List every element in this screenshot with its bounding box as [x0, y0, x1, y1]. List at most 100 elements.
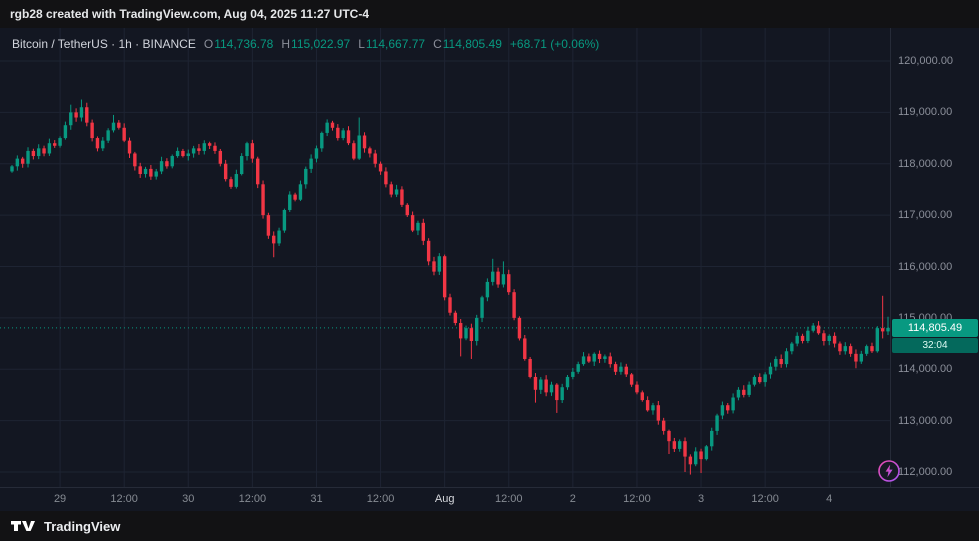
- candle: [742, 389, 746, 395]
- candle: [111, 122, 116, 131]
- time-axis[interactable]: 29 12:00 30 12:00 31 12:00 Aug 12:00 2 12:00 3 12:0…: [0, 487, 979, 511]
- candle: [784, 351, 789, 365]
- candle: [175, 150, 180, 157]
- candle: [58, 138, 62, 146]
- time-tick-label: 12:00: [751, 493, 779, 505]
- candle: [442, 256, 447, 298]
- candle: [378, 163, 383, 172]
- candle: [437, 256, 442, 272]
- candle: [800, 335, 805, 341]
- candle: [352, 143, 356, 159]
- candle: [20, 158, 25, 164]
- time-tick-label: 12:00: [623, 493, 651, 505]
- candle: [864, 346, 869, 354]
- candle: [165, 161, 169, 167]
- candle: [245, 143, 249, 157]
- price-axis[interactable]: 120,000.00 119,000.00 118,000.00 117,000.00…: [890, 28, 979, 487]
- candle: [320, 132, 324, 149]
- candle: [389, 184, 393, 195]
- candle: [795, 335, 799, 344]
- candle: [699, 451, 703, 460]
- candle: [362, 135, 367, 149]
- candle: [491, 271, 495, 282]
- candle: [405, 204, 409, 216]
- time-tick-label: 12:00: [238, 493, 267, 505]
- candle: [90, 122, 94, 139]
- candle: [106, 130, 110, 141]
- candle: [464, 328, 468, 339]
- last-price-label-group: 114,805.49 32:04: [892, 319, 978, 353]
- price-tick-label: 113,000.00: [898, 414, 953, 427]
- candle: [197, 148, 201, 151]
- candle: [608, 356, 612, 365]
- candle: [790, 343, 794, 352]
- candle: [661, 420, 666, 431]
- candle: [827, 335, 831, 341]
- candle: [261, 184, 265, 216]
- candle: [373, 153, 377, 164]
- candle: [207, 143, 212, 146]
- candle: [218, 150, 223, 164]
- candle: [774, 358, 778, 367]
- candle: [507, 274, 511, 293]
- candle: [629, 374, 634, 385]
- tradingview-logo[interactable]: [10, 518, 37, 534]
- attribution-text: rgb28 created with TradingView.com, Aug …: [10, 7, 370, 21]
- price-tick-label: 118,000.00: [898, 157, 953, 170]
- flash-icon-button[interactable]: [877, 459, 901, 483]
- candle: [656, 405, 661, 421]
- price-tick-label: 119,000.00: [898, 106, 953, 119]
- candle: [870, 346, 874, 352]
- candle: [485, 281, 490, 298]
- candle: [31, 150, 36, 157]
- candle: [603, 356, 607, 359]
- candle: [394, 189, 399, 195]
- candle: [469, 328, 474, 341]
- last-price-badge: 114,805.49: [892, 319, 978, 337]
- candle: [53, 143, 57, 146]
- candle: [341, 130, 345, 139]
- time-tick-label: 29: [53, 493, 67, 505]
- time-tick-label: Aug: [434, 493, 455, 505]
- candle: [453, 312, 458, 324]
- candle: [715, 415, 719, 431]
- candle: [694, 451, 698, 465]
- candle: [704, 446, 709, 460]
- price-tick-label: 120,000.00: [898, 55, 954, 67]
- candle: [838, 343, 842, 352]
- candle: [571, 371, 575, 377]
- price-tick-label: 114,000.00: [898, 363, 953, 376]
- candle: [763, 374, 767, 383]
- candle: [475, 317, 479, 341]
- candle: [69, 112, 73, 126]
- candle: [726, 405, 730, 411]
- price-change: +68.71 (+0.06%): [509, 37, 600, 51]
- time-tick-label: 4: [826, 493, 833, 505]
- tradingview-wordmark[interactable]: TradingView: [44, 518, 121, 534]
- candle: [357, 135, 361, 159]
- candle: [645, 400, 650, 411]
- candle: [683, 441, 687, 457]
- candle: [501, 274, 506, 285]
- attribution-bar: rgb28 created with TradingView.com, Aug …: [0, 0, 979, 28]
- candle: [421, 222, 425, 241]
- price-tick-label: 112,000.00: [898, 466, 953, 478]
- candle: [512, 292, 516, 318]
- candle: [133, 153, 137, 167]
- candlestick-chart[interactable]: [0, 28, 890, 487]
- candle: [138, 166, 142, 175]
- candle: [250, 143, 255, 159]
- candle: [256, 158, 260, 185]
- candle: [330, 122, 335, 128]
- candle: [416, 222, 420, 231]
- candle: [581, 356, 586, 365]
- candle: [677, 441, 682, 449]
- candle: [640, 392, 644, 401]
- candle: [314, 148, 319, 159]
- candle: [127, 140, 132, 154]
- symbol-title[interactable]: Bitcoin / TetherUS · 1h · BINANCE: [12, 37, 196, 51]
- candle: [752, 376, 757, 385]
- candle: [368, 148, 372, 154]
- ohlc-high: H 115,022.97: [281, 37, 351, 51]
- candle: [234, 174, 239, 187]
